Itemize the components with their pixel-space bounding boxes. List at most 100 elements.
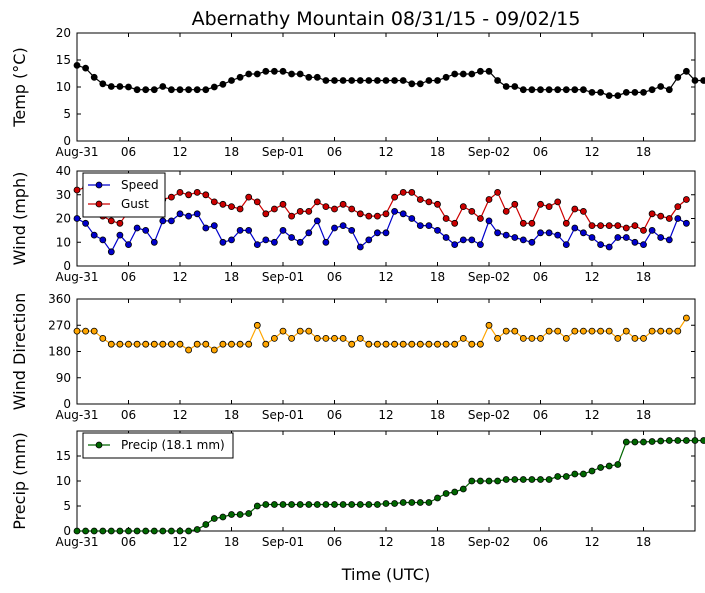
- data-point: [167, 340, 175, 348]
- data-point: [116, 83, 124, 90]
- data-point: [82, 527, 89, 535]
- data-point: [331, 77, 338, 84]
- data-point: [622, 89, 630, 96]
- data-point: [313, 198, 321, 206]
- data-point: [202, 340, 210, 348]
- data-point: [588, 234, 596, 241]
- data-point: [442, 73, 450, 81]
- data-point: [288, 70, 296, 78]
- panel-wind: 0 10 20 30 40 Aug-31 06 12 18 Sep-01 06 12 18 Sep-02 0…: [10, 164, 696, 284]
- data-point: [519, 219, 527, 227]
- x-tick-label: Sep-01: [262, 145, 304, 159]
- data-point: [554, 473, 562, 480]
- legend-label: Speed: [121, 178, 159, 192]
- data-point: [657, 83, 665, 90]
- data-point: [219, 238, 227, 246]
- data-point: [399, 210, 407, 218]
- data-point: [597, 222, 604, 230]
- data-point: [588, 467, 596, 475]
- data-point: [399, 499, 407, 506]
- data-point: [356, 334, 364, 342]
- data-point: [99, 236, 107, 244]
- data-point: [408, 188, 416, 196]
- data-point: [571, 327, 579, 335]
- data-point: [631, 238, 639, 246]
- data-point: [605, 327, 613, 335]
- x-tick-label: 12: [172, 145, 187, 159]
- data-point: [339, 222, 347, 230]
- x-tick-label: 12: [584, 270, 599, 284]
- data-point: [416, 196, 424, 203]
- data-point: [605, 243, 613, 251]
- data-point: [597, 241, 604, 249]
- data-point: [150, 238, 158, 246]
- data-point: [116, 340, 124, 348]
- data-point: [210, 515, 218, 522]
- data-point: [313, 73, 321, 81]
- data-point: [434, 226, 441, 234]
- data-point: [580, 86, 587, 94]
- data-point: [399, 188, 407, 196]
- data-point: [133, 527, 141, 535]
- data-point: [554, 231, 562, 239]
- x-tick-label: 06: [533, 535, 548, 549]
- data-point: [193, 210, 201, 218]
- data-point: [288, 234, 296, 241]
- data-point: [683, 437, 690, 444]
- data-point: [545, 229, 553, 237]
- data-point: [262, 67, 270, 75]
- data-point: [416, 222, 424, 230]
- data-point: [571, 470, 579, 478]
- data-point: [305, 207, 313, 215]
- data-point: [253, 321, 261, 329]
- data-point: [494, 334, 502, 342]
- data-point: [296, 70, 304, 78]
- data-point: [408, 340, 416, 348]
- data-point: [434, 494, 441, 502]
- data-point: [391, 340, 399, 348]
- data-point: [468, 477, 476, 485]
- data-point: [700, 437, 705, 444]
- data-point: [82, 64, 89, 72]
- data-point: [210, 83, 218, 91]
- data-point: [485, 196, 493, 203]
- data-point: [159, 340, 167, 348]
- data-point: [339, 501, 347, 508]
- data-point: [296, 327, 304, 335]
- data-point: [502, 83, 510, 90]
- data-point: [674, 215, 682, 222]
- data-point: [545, 327, 553, 335]
- y-tick-label: 360: [48, 292, 71, 306]
- series-line-speed: [76, 210, 687, 253]
- data-point: [296, 207, 304, 215]
- x-tick-label: 18: [636, 408, 651, 422]
- data-point: [279, 327, 287, 335]
- x-tick-label: 12: [378, 408, 393, 422]
- data-point: [631, 334, 639, 342]
- data-point: [502, 476, 510, 483]
- data-point: [107, 340, 115, 348]
- data-point: [313, 217, 321, 225]
- data-point: [554, 86, 562, 94]
- x-tick-label: 18: [430, 535, 445, 549]
- data-point: [356, 77, 364, 84]
- data-point: [425, 499, 433, 506]
- data-point: [185, 527, 193, 535]
- y-tick-label: 0: [63, 134, 71, 148]
- y-tick-label: 180: [48, 345, 71, 359]
- legend-marker: [95, 441, 103, 449]
- data-point: [588, 327, 596, 335]
- data-point: [313, 334, 321, 342]
- data-point: [253, 241, 261, 249]
- x-tick-label: Sep-01: [262, 535, 304, 549]
- data-point: [442, 234, 450, 241]
- data-point: [210, 346, 218, 354]
- data-point: [657, 437, 665, 445]
- data-point: [159, 83, 167, 90]
- data-point: [434, 77, 441, 84]
- x-tick-label: Sep-02: [468, 408, 510, 422]
- data-point: [270, 334, 278, 342]
- data-point: [167, 217, 175, 225]
- y-tick-label: 5: [63, 499, 71, 513]
- data-point: [193, 188, 201, 196]
